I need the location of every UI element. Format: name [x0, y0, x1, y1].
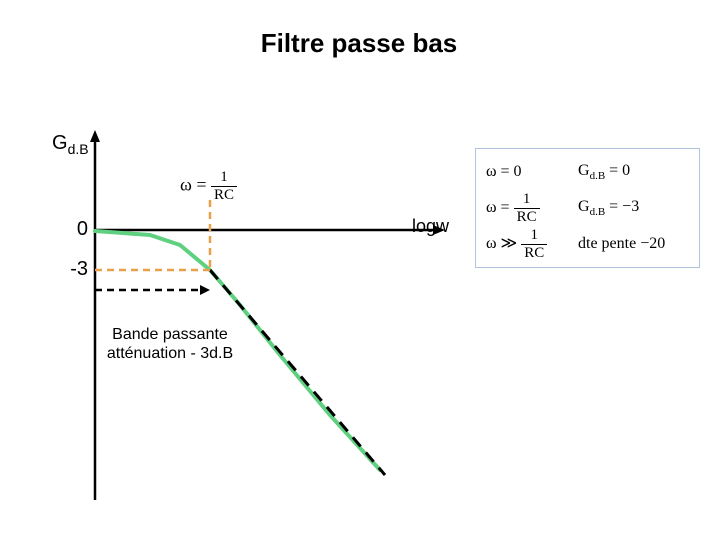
- eq-row-2: ω = 1RC Gd.B = −3: [486, 191, 689, 225]
- x-axis-label: logw: [412, 216, 449, 237]
- eq-row-1: ω = 0 Gd.B = 0: [486, 155, 689, 189]
- y-tick-minus3: -3: [62, 258, 88, 281]
- cutoff-formula: ω = 1RC: [180, 170, 237, 203]
- y-tick-0: 0: [68, 218, 88, 241]
- page-title: Filtre passe bas: [0, 28, 718, 59]
- y-axis-label: Gd.B: [52, 132, 89, 157]
- chart-svg: [40, 130, 470, 510]
- bandwidth-label: Bande passante atténuation - 3d.B: [95, 325, 245, 363]
- equations-table: ω = 0 Gd.B = 0 ω = 1RC Gd.B = −3 ω ≫ 1RC…: [475, 148, 700, 268]
- eq-row-3: ω ≫ 1RC dte pente −20: [486, 227, 689, 261]
- bode-chart: Gd.B 0 -3 logw ω = 1RC Bande passante at…: [40, 130, 470, 510]
